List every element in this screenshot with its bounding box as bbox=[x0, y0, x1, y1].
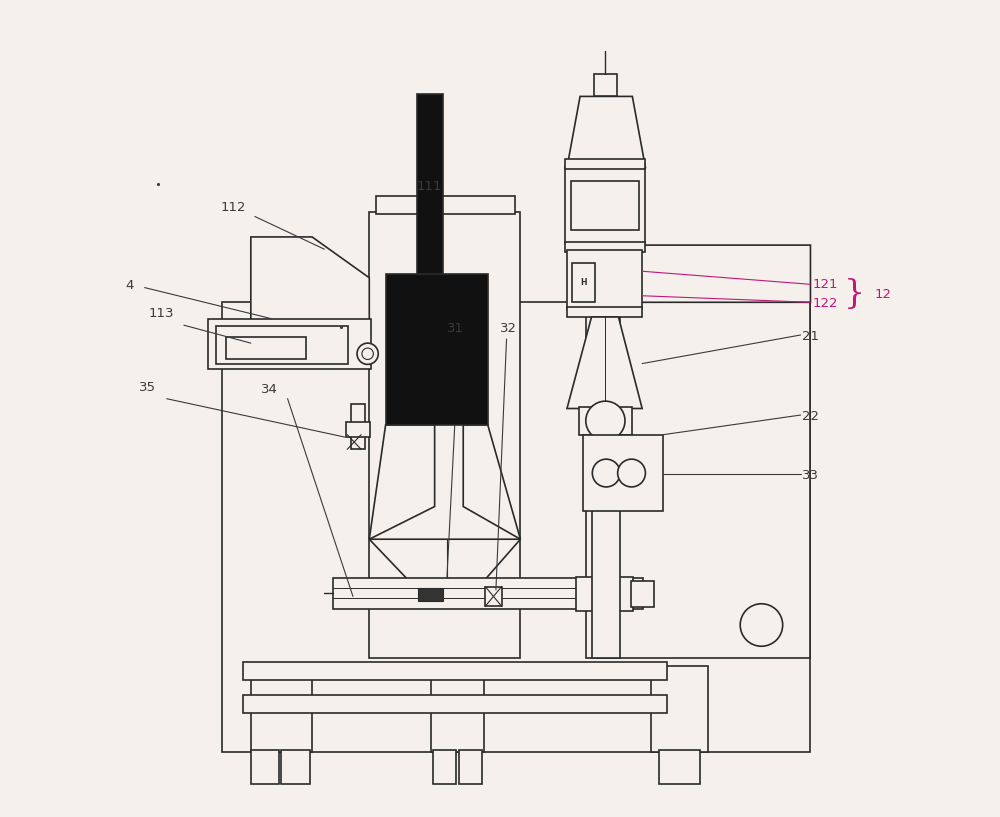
Bar bbox=[226, 337, 306, 359]
Bar bbox=[592, 217, 620, 658]
Bar bbox=[386, 274, 488, 425]
Bar bbox=[369, 212, 520, 658]
Bar bbox=[485, 587, 502, 606]
Bar bbox=[433, 750, 456, 784]
Text: 12: 12 bbox=[874, 288, 891, 301]
Bar bbox=[567, 307, 642, 317]
Text: 34: 34 bbox=[261, 383, 278, 396]
Bar bbox=[216, 326, 348, 364]
Bar bbox=[251, 666, 312, 752]
Bar bbox=[631, 581, 654, 607]
Polygon shape bbox=[463, 425, 520, 539]
Bar bbox=[251, 750, 279, 784]
Text: 22: 22 bbox=[802, 410, 819, 423]
Polygon shape bbox=[369, 539, 520, 592]
Bar bbox=[243, 662, 667, 680]
Bar bbox=[243, 695, 667, 713]
Text: 112: 112 bbox=[220, 201, 246, 214]
Bar bbox=[376, 196, 515, 214]
Text: 4: 4 bbox=[126, 279, 134, 292]
Bar bbox=[565, 159, 645, 169]
Bar bbox=[576, 577, 633, 611]
Polygon shape bbox=[369, 425, 435, 539]
Polygon shape bbox=[251, 237, 369, 320]
Bar bbox=[565, 242, 645, 252]
Bar bbox=[565, 167, 645, 243]
Bar bbox=[351, 404, 365, 449]
Bar bbox=[572, 263, 595, 302]
Text: }: } bbox=[844, 278, 865, 310]
Bar bbox=[281, 750, 310, 784]
Text: 111: 111 bbox=[416, 180, 442, 193]
Circle shape bbox=[357, 343, 378, 364]
Bar bbox=[583, 435, 663, 511]
Bar bbox=[417, 94, 443, 274]
Bar bbox=[418, 588, 443, 601]
Bar bbox=[651, 666, 708, 752]
Circle shape bbox=[362, 348, 373, 359]
Circle shape bbox=[586, 401, 625, 440]
Bar bbox=[333, 578, 643, 609]
Text: 121: 121 bbox=[812, 278, 838, 291]
Bar bbox=[586, 302, 810, 658]
Polygon shape bbox=[567, 317, 642, 408]
Bar bbox=[571, 181, 639, 230]
Bar bbox=[659, 750, 700, 784]
Polygon shape bbox=[567, 96, 645, 167]
Text: 33: 33 bbox=[802, 469, 819, 482]
Bar bbox=[459, 750, 482, 784]
Bar bbox=[208, 319, 371, 369]
Polygon shape bbox=[586, 245, 810, 302]
Text: 31: 31 bbox=[447, 322, 464, 335]
Text: H: H bbox=[580, 278, 587, 288]
Text: 122: 122 bbox=[812, 297, 838, 310]
Circle shape bbox=[618, 459, 645, 487]
Text: 32: 32 bbox=[500, 322, 517, 335]
Bar bbox=[222, 302, 810, 752]
Text: 35: 35 bbox=[139, 381, 156, 394]
Circle shape bbox=[740, 604, 783, 646]
Bar bbox=[567, 250, 642, 309]
Bar bbox=[594, 74, 617, 96]
Bar bbox=[431, 666, 484, 752]
Text: 21: 21 bbox=[802, 330, 819, 343]
Text: 113: 113 bbox=[148, 307, 174, 320]
Circle shape bbox=[592, 459, 620, 487]
Bar bbox=[579, 407, 632, 435]
Bar bbox=[346, 422, 370, 437]
